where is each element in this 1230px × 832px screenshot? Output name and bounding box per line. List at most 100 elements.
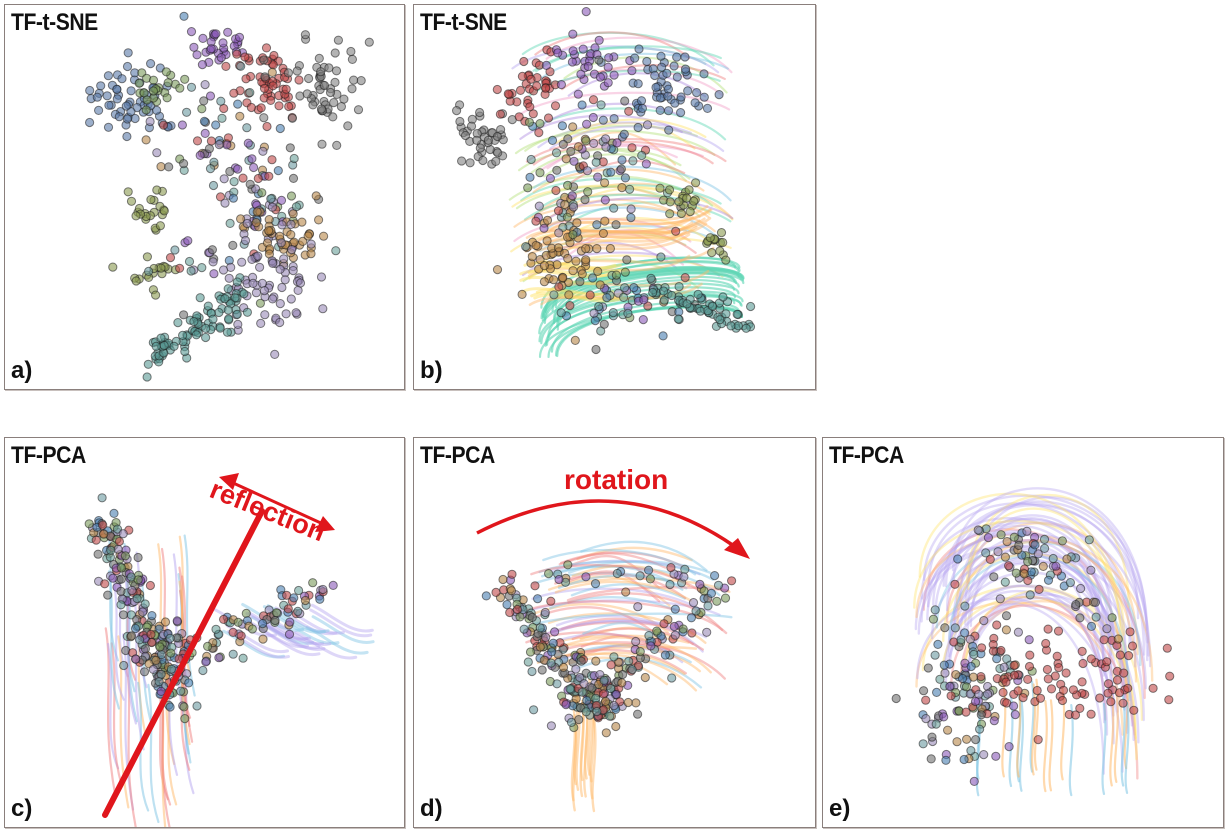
data-point <box>275 123 285 134</box>
trajectory-line <box>274 606 338 636</box>
trajectory-line <box>521 31 715 67</box>
point-cloud <box>481 560 737 738</box>
trajectory-line <box>539 224 707 252</box>
data-point <box>706 588 716 598</box>
data-point <box>364 37 374 47</box>
data-point <box>721 255 731 265</box>
data-point <box>106 545 116 556</box>
data-point <box>655 93 665 103</box>
data-point <box>667 673 677 683</box>
data-point <box>577 100 587 110</box>
data-point <box>165 702 175 712</box>
data-point <box>455 116 465 127</box>
trajectory-line <box>110 642 123 787</box>
data-point <box>1001 677 1011 687</box>
data-point <box>575 672 585 683</box>
data-point <box>981 548 991 558</box>
data-point <box>253 251 263 261</box>
data-point <box>931 719 941 729</box>
trajectory-line <box>568 560 712 574</box>
data-point <box>201 332 211 343</box>
data-point <box>581 707 591 717</box>
data-point <box>577 687 587 697</box>
data-point <box>650 70 660 81</box>
data-point <box>633 79 643 89</box>
data-point <box>546 596 556 606</box>
data-point <box>266 194 276 204</box>
data-point <box>197 104 207 114</box>
data-point <box>568 266 578 276</box>
data-point <box>620 173 630 183</box>
data-point <box>1000 552 1010 562</box>
data-point <box>242 123 252 133</box>
data-point <box>475 143 485 153</box>
data-point <box>918 739 928 749</box>
data-point <box>284 629 295 639</box>
data-point <box>1070 710 1081 720</box>
data-point <box>229 88 239 98</box>
data-point <box>275 299 285 309</box>
trajectory-line <box>554 580 692 602</box>
data-point <box>1009 701 1019 711</box>
data-point <box>223 305 233 315</box>
data-point <box>1039 534 1050 545</box>
trajectory-line <box>561 122 696 150</box>
reflection-axis-line <box>102 508 265 818</box>
data-point <box>678 624 688 634</box>
data-point <box>652 626 662 636</box>
data-point <box>493 148 503 158</box>
data-point <box>563 253 573 264</box>
data-point <box>941 755 951 765</box>
data-point <box>1032 685 1042 696</box>
data-point <box>175 263 185 273</box>
data-point <box>992 620 1002 630</box>
data-point <box>283 68 293 78</box>
data-point <box>248 278 258 288</box>
data-point <box>1057 695 1068 706</box>
data-point <box>1002 537 1012 547</box>
data-point <box>541 632 551 642</box>
data-point <box>1086 709 1096 719</box>
trajectory-line <box>562 229 697 254</box>
data-point <box>566 717 577 727</box>
data-point <box>542 215 553 225</box>
trajectory-line <box>534 31 691 60</box>
data-point <box>452 106 462 116</box>
data-point <box>969 649 979 660</box>
trail-plot <box>476 499 750 813</box>
data-point <box>670 98 680 108</box>
data-point <box>579 679 589 689</box>
data-point <box>1035 693 1046 703</box>
data-point <box>551 148 562 158</box>
data-point <box>353 105 364 115</box>
data-point <box>163 78 173 88</box>
data-point <box>680 564 690 574</box>
data-point <box>495 109 506 119</box>
data-point <box>561 154 571 164</box>
data-point <box>169 341 179 351</box>
data-point <box>603 62 613 72</box>
data-point <box>180 346 190 357</box>
data-point <box>519 624 529 634</box>
data-point <box>971 735 981 745</box>
data-point <box>539 223 549 233</box>
data-point <box>563 180 573 190</box>
data-point <box>995 594 1005 604</box>
data-point <box>576 656 586 666</box>
data-point <box>179 159 189 169</box>
data-point <box>126 196 137 206</box>
data-point <box>475 107 485 118</box>
data-point <box>1033 549 1043 559</box>
data-point <box>268 81 278 91</box>
data-point <box>539 277 549 287</box>
data-point <box>611 721 621 732</box>
data-point <box>998 687 1008 698</box>
data-point <box>599 675 609 685</box>
trajectory-line <box>537 219 701 242</box>
data-point <box>552 165 562 175</box>
data-point <box>1025 650 1035 660</box>
data-point <box>581 572 591 582</box>
data-point <box>635 571 645 581</box>
data-point <box>547 647 557 657</box>
data-point <box>108 262 118 272</box>
